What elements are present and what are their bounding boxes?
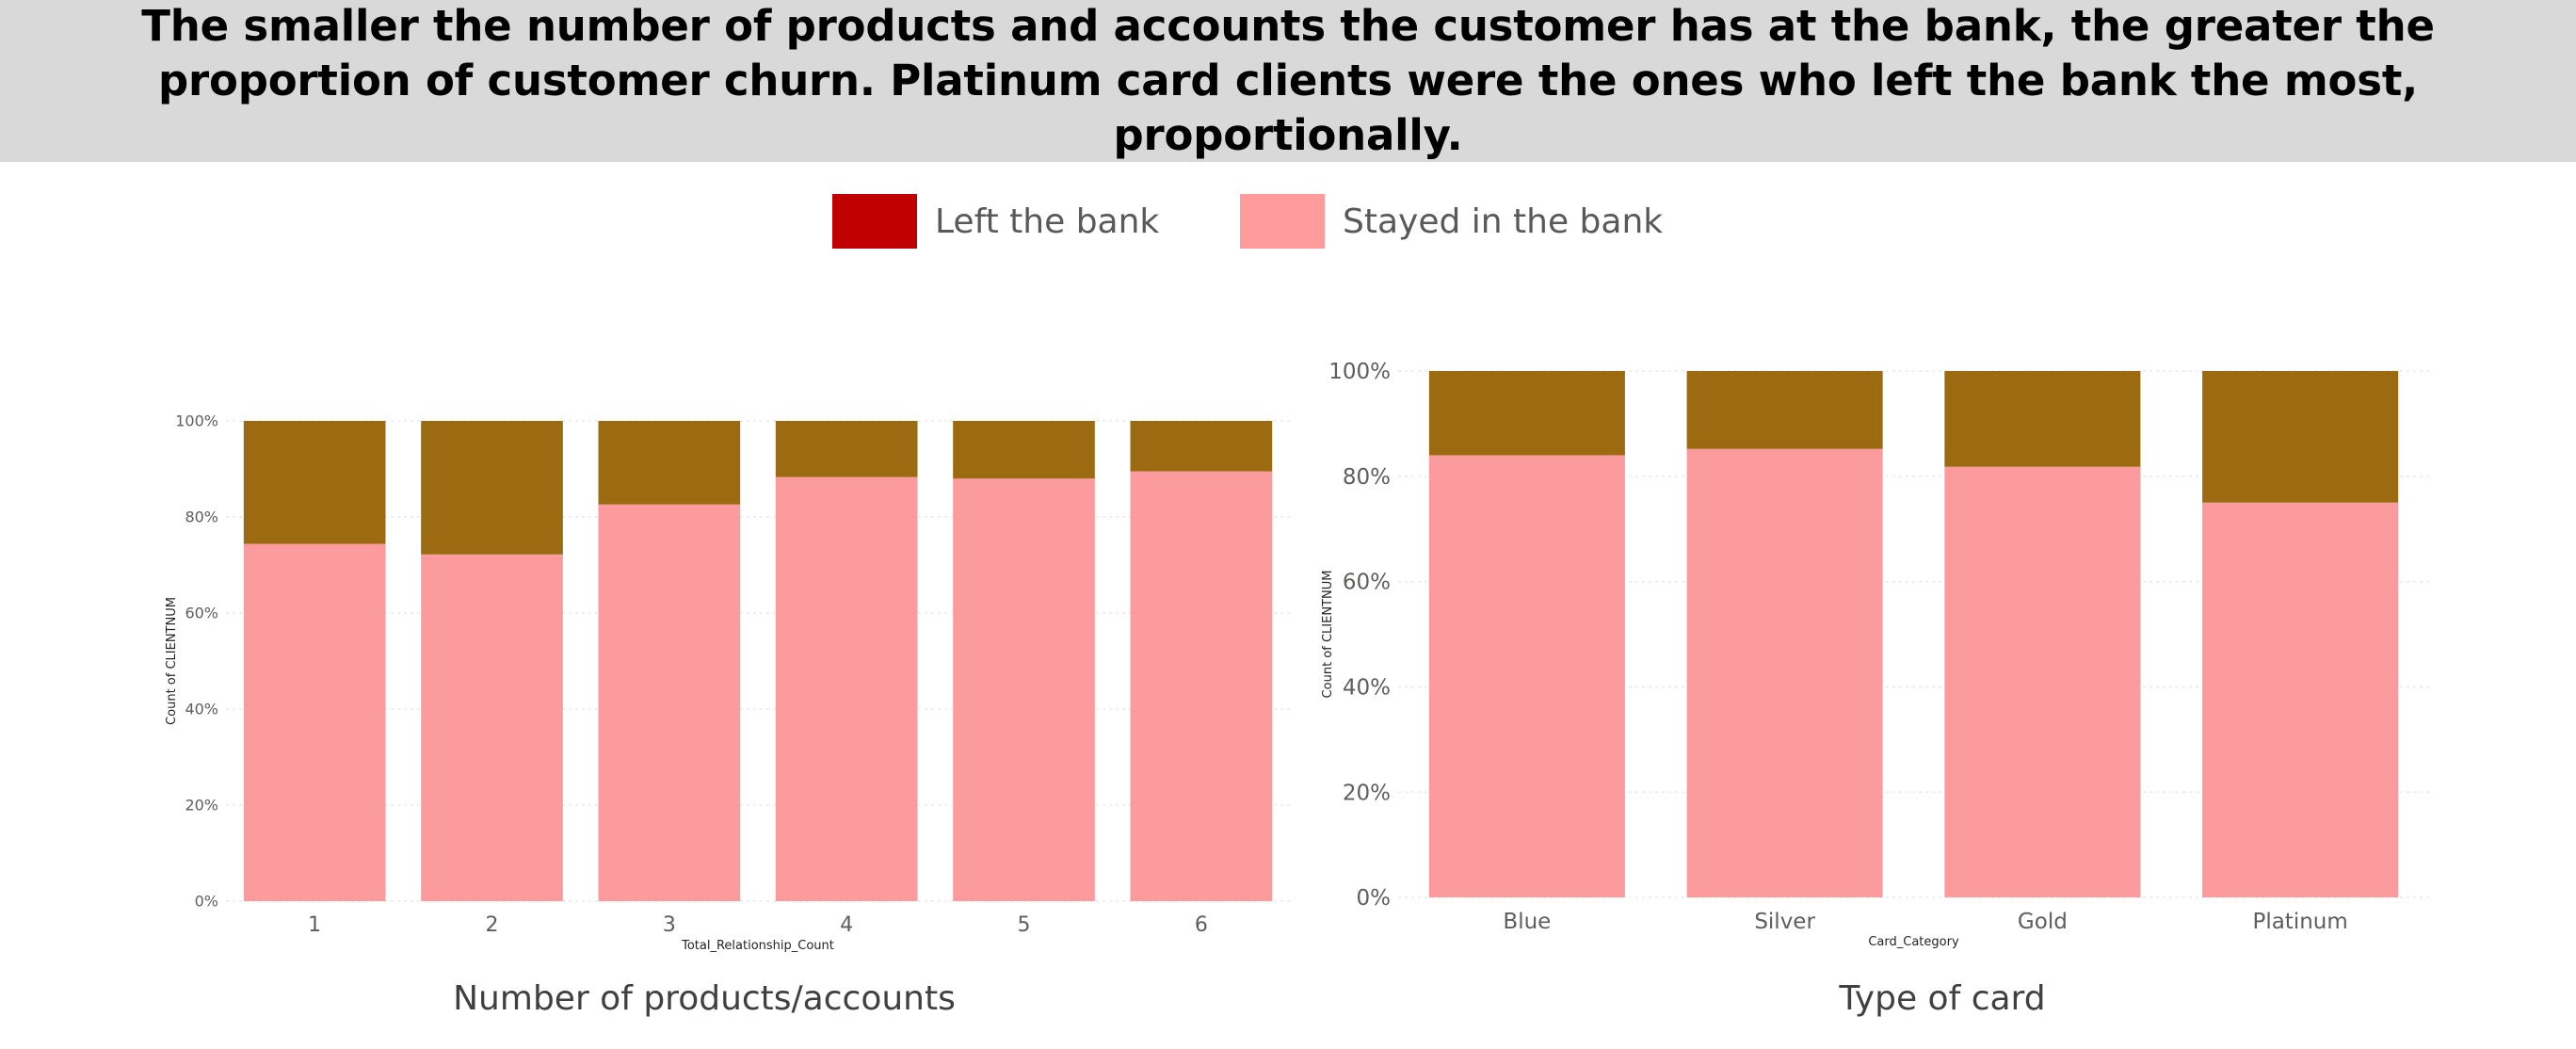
- x-tick-label: 5: [1018, 913, 1031, 937]
- legend-item-left: Left the bank: [832, 193, 1159, 250]
- headline-text: The smaller the number of products and a…: [141, 1, 2435, 160]
- bar-stayed-5: [953, 478, 1095, 901]
- bar-stayed-6: [1130, 471, 1273, 901]
- bar-stayed-silver: [1686, 448, 1883, 897]
- legend-label-stayed: Stayed in the bank: [1343, 202, 1664, 241]
- y-axis-title: Count of CLIENTNUM: [1321, 571, 1335, 699]
- x-tick-label: 2: [486, 913, 499, 937]
- y-tick-label: 20%: [1343, 781, 1391, 805]
- y-tick-label: 60%: [1343, 571, 1391, 595]
- legend-swatch-stayed: [1240, 194, 1325, 249]
- products-chart-caption: Number of products/accounts: [453, 979, 956, 1018]
- y-tick-label: 0%: [195, 893, 218, 911]
- x-axis-title: Card_Category: [1868, 935, 1959, 949]
- legend-label-left: Left the bank: [935, 202, 1160, 241]
- y-tick-label: 0%: [1357, 886, 1392, 911]
- y-tick-label: 40%: [185, 701, 218, 718]
- bar-left-blue: [1428, 371, 1625, 456]
- bar-left-silver: [1686, 371, 1883, 449]
- y-tick-label: 80%: [1343, 465, 1391, 490]
- bar-stayed-blue: [1428, 455, 1625, 897]
- x-tick-label: 3: [663, 913, 676, 937]
- x-axis-title: Total_Relationship_Count: [681, 939, 834, 953]
- y-tick-label: 20%: [185, 797, 218, 815]
- x-tick-label: Platinum: [2252, 910, 2347, 934]
- bar-stayed-4: [775, 476, 918, 901]
- legend-swatch-left: [832, 194, 917, 249]
- headline-banner: The smaller the number of products and a…: [0, 0, 2576, 162]
- y-axis-title: Count of CLIENTNUM: [165, 597, 179, 725]
- bar-left-6: [1130, 421, 1273, 472]
- x-tick-label: Silver: [1754, 910, 1815, 934]
- bar-left-3: [598, 421, 741, 505]
- bar-left-gold: [1944, 371, 2141, 467]
- y-tick-label: 80%: [185, 508, 218, 526]
- bar-stayed-3: [598, 504, 741, 901]
- bar-stayed-gold: [1944, 466, 2141, 897]
- x-tick-label: Gold: [2018, 910, 2068, 934]
- legend-item-stayed: Stayed in the bank: [1240, 193, 1663, 250]
- y-tick-label: 100%: [1328, 360, 1391, 384]
- bar-stayed-2: [421, 554, 563, 901]
- bar-left-5: [953, 421, 1095, 479]
- bar-left-platinum: [2202, 371, 2399, 503]
- x-tick-label: 1: [308, 913, 321, 937]
- bar-stayed-platinum: [2202, 502, 2399, 897]
- bar-stayed-1: [243, 543, 386, 901]
- card-type-chart: 0% 20% 40% 60% 80% 100% Blue Silver Gold Platinum…: [1321, 360, 2429, 949]
- x-tick-label: 6: [1195, 913, 1208, 937]
- y-tick-label: 60%: [185, 605, 218, 622]
- bar-left-2: [421, 421, 563, 555]
- bar-left-1: [243, 421, 386, 544]
- x-tick-label: 4: [840, 913, 853, 937]
- card-type-chart-caption: Type of card: [1839, 979, 2046, 1018]
- y-tick-label: 100%: [175, 412, 218, 430]
- products-chart: 0% 20% 40% 60% 80% 100% 1 2 3 4 5 6 Total_Relationsh…: [165, 412, 1290, 953]
- bar-left-4: [775, 421, 918, 477]
- x-tick-label: Blue: [1503, 910, 1551, 934]
- y-tick-label: 40%: [1343, 675, 1391, 700]
